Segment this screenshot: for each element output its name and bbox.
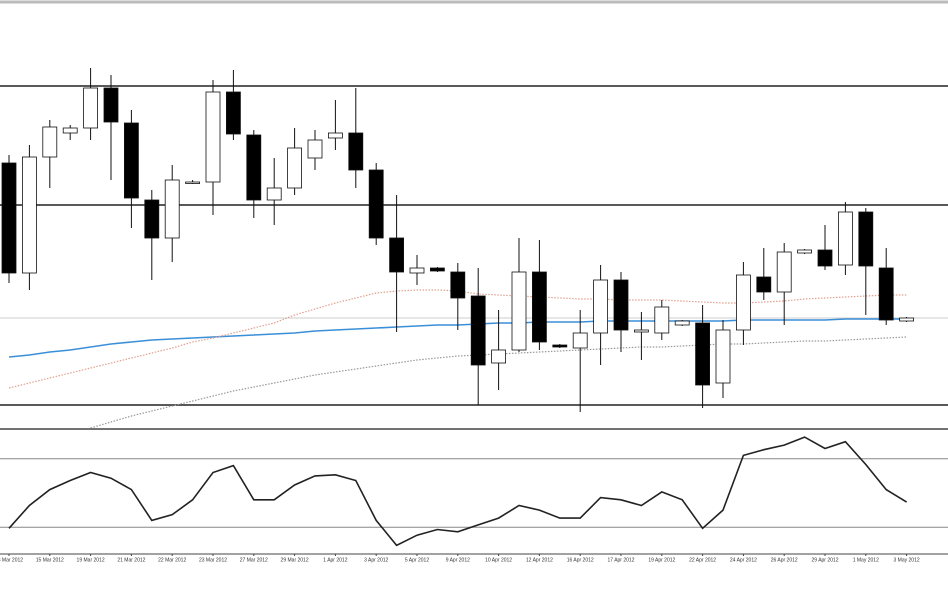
candle-body <box>103 87 119 123</box>
x-tick-label: 29 Mar 2012 <box>281 557 309 563</box>
candle-body <box>838 211 853 266</box>
x-tick-label: 19 Mar 2012 <box>77 557 105 563</box>
candle-body <box>797 249 812 254</box>
candle-body <box>409 267 425 274</box>
candle-body <box>878 267 894 321</box>
candle-body <box>348 132 364 171</box>
x-tick-label: 9 Apr 2012 <box>446 557 470 563</box>
candle-body <box>572 332 588 349</box>
x-tick-label: 22 Mar 2012 <box>158 557 186 563</box>
candle-body <box>124 122 139 199</box>
candle-body <box>83 87 98 129</box>
x-tick-label: 26 Apr 2012 <box>771 557 798 563</box>
candle-body <box>246 134 262 201</box>
candle-body <box>817 249 833 267</box>
moving-average <box>90 336 907 429</box>
x-tick-label: 5 Apr 2012 <box>405 557 429 563</box>
candle-body <box>593 279 608 334</box>
candle-body <box>368 169 384 239</box>
moving-average <box>8 289 907 389</box>
candle-body <box>776 251 792 293</box>
x-tick-label: 10 Apr 2012 <box>485 557 512 563</box>
candle-body <box>634 329 649 333</box>
oscillator-line <box>8 436 908 547</box>
candle-body <box>429 267 445 272</box>
x-tick-label: 27 Mar 2012 <box>240 557 268 563</box>
candle-body <box>470 295 486 366</box>
candle-body <box>42 126 58 158</box>
candle-body <box>450 271 466 299</box>
candle-body <box>389 237 405 273</box>
x-tick-label: 23 Mar 2012 <box>199 557 227 563</box>
candle-body <box>899 317 914 322</box>
candle-body <box>205 91 221 183</box>
candle-body <box>491 349 507 364</box>
x-tick-label: 1 Apr 2012 <box>323 557 347 563</box>
candle-body <box>164 179 180 239</box>
x-tick-label: 1 May 2012 <box>853 557 879 563</box>
candle-body <box>654 306 670 334</box>
candle-body <box>736 274 751 331</box>
x-tick-label: 17 Apr 2012 <box>608 557 635 563</box>
x-tick-label: 13 Mar 2012 <box>0 557 23 563</box>
candle-body <box>511 271 527 351</box>
candle-body <box>715 329 731 384</box>
candle-body <box>756 276 772 293</box>
candle-body <box>327 132 343 139</box>
candle-body <box>185 181 201 184</box>
candle-body <box>695 322 710 386</box>
x-tick-label: 15 Mar 2012 <box>36 557 64 563</box>
x-tick-label: 3 Apr 2012 <box>364 557 388 563</box>
candle-body <box>287 147 303 189</box>
candle-body <box>225 91 241 135</box>
x-tick-label: 16 Apr 2012 <box>567 557 594 563</box>
candle-body <box>532 271 547 343</box>
candle-body <box>307 139 323 159</box>
candle-body <box>1 162 17 274</box>
candle-body <box>62 127 78 134</box>
x-tick-label: 19 Apr 2012 <box>648 557 675 563</box>
candle-body <box>144 199 160 239</box>
candle-body <box>552 344 568 348</box>
x-tick-label: 22 Apr 2012 <box>689 557 716 563</box>
candle-body <box>21 156 37 274</box>
candle-body <box>266 187 282 201</box>
x-tick-label: 12 Apr 2012 <box>526 557 553 563</box>
x-tick-label: 21 Mar 2012 <box>117 557 145 563</box>
x-tick-label: 24 Apr 2012 <box>730 557 757 563</box>
x-tick-label: 29 Apr 2012 <box>812 557 839 563</box>
candle-body <box>613 279 629 331</box>
x-tick-label: 3 May 2012 <box>894 557 920 563</box>
candle-body <box>858 211 874 267</box>
candle-body <box>674 320 690 326</box>
